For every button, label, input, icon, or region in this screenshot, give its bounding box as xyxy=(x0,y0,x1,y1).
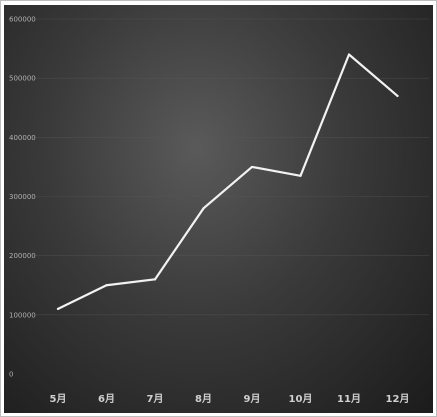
x-axis-ticks: 5月 6月 7月 8月 9月 10月 11月 12月 xyxy=(50,393,410,405)
y-tick-label: 300000 xyxy=(9,193,36,201)
line-chart: 0 100000 200000 300000 400000 500000 600000 5月… xyxy=(9,16,429,405)
data-point xyxy=(56,307,60,311)
series-layer xyxy=(56,53,399,311)
y-tick-label: 200000 xyxy=(9,252,36,260)
gridlines xyxy=(34,18,429,316)
x-tick-label: 6月 xyxy=(98,393,115,405)
data-point xyxy=(347,53,351,56)
x-tick-label: 10月 xyxy=(289,393,313,405)
y-tick-label: 600000 xyxy=(9,16,36,24)
data-point xyxy=(202,207,205,210)
x-tick-label: 5月 xyxy=(50,393,67,405)
x-tick-label: 8月 xyxy=(195,393,212,405)
series-line xyxy=(56,53,399,311)
y-axis-ticks: 0 100000 200000 300000 400000 500000 600000 xyxy=(9,16,36,379)
x-tick-label: 12月 xyxy=(386,393,410,405)
data-point xyxy=(105,284,108,287)
chart-area: 0 100000 200000 300000 400000 500000 600000 5月… xyxy=(4,5,433,413)
x-tick-label: 7月 xyxy=(147,393,164,405)
y-tick-label: 0 xyxy=(9,371,13,379)
y-tick-label: 400000 xyxy=(9,134,36,142)
data-point xyxy=(153,278,157,281)
data-point xyxy=(250,165,254,169)
data-point xyxy=(299,174,302,177)
y-tick-label: 100000 xyxy=(9,311,36,319)
x-tick-label: 11月 xyxy=(337,393,361,405)
x-tick-label: 9月 xyxy=(244,393,261,405)
data-point xyxy=(396,94,399,98)
y-tick-label: 500000 xyxy=(9,75,36,83)
